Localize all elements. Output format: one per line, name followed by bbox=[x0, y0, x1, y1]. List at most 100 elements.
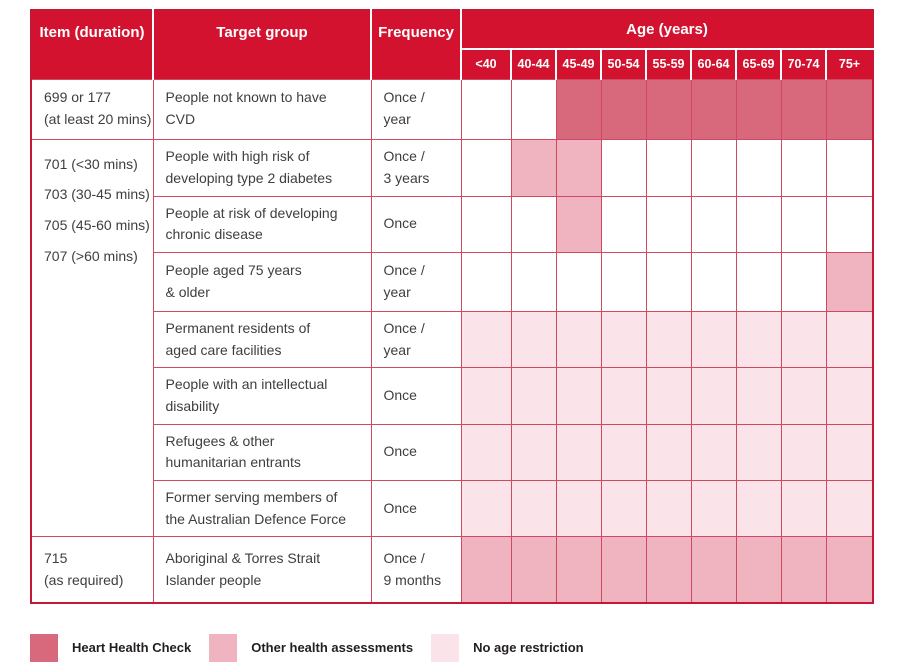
age-cell bbox=[555, 251, 602, 312]
age-col-70-74: 70-74 bbox=[781, 49, 827, 79]
table-row: People with an intellectual disability On… bbox=[31, 367, 874, 425]
age-cell bbox=[555, 423, 602, 482]
target-group-cell: People at risk of developing chronic dise… bbox=[152, 195, 372, 253]
age-cell bbox=[645, 423, 692, 482]
age-cell bbox=[645, 536, 692, 604]
age-cell bbox=[555, 195, 602, 253]
age-cell bbox=[600, 479, 647, 538]
age-cell bbox=[780, 423, 827, 482]
age-cell bbox=[645, 479, 692, 538]
table-row: Former serving members of the Australian … bbox=[31, 479, 874, 538]
legend-label: Heart Health Check bbox=[72, 640, 192, 656]
age-cell bbox=[780, 195, 827, 253]
age-cell bbox=[690, 479, 737, 538]
age-cell bbox=[825, 479, 874, 538]
age-cell bbox=[825, 310, 874, 369]
age-cell bbox=[825, 78, 874, 140]
age-cell bbox=[460, 367, 512, 425]
age-cell bbox=[735, 479, 782, 538]
target-group-cell: Former serving members of the Australian … bbox=[152, 479, 372, 538]
table-row: Refugees & other humanitarian entrants On… bbox=[31, 423, 874, 482]
item-cell: 699 or 177 (at least 20 mins) bbox=[30, 78, 154, 140]
age-cell bbox=[645, 251, 692, 312]
age-cell bbox=[510, 479, 557, 538]
other-health-assessments-swatch bbox=[209, 633, 238, 662]
age-cell bbox=[735, 367, 782, 425]
age-cell bbox=[600, 251, 647, 312]
age-cell bbox=[510, 251, 557, 312]
legend-label: Other health assessments bbox=[251, 640, 414, 656]
age-cell bbox=[735, 251, 782, 312]
target-group-cell: Refugees & other humanitarian entrants bbox=[152, 423, 372, 482]
target-group-cell: People with an intellectual disability bbox=[152, 367, 372, 425]
col-header-item: Item (duration) bbox=[31, 10, 154, 79]
age-cell bbox=[690, 310, 737, 369]
age-cell bbox=[460, 536, 512, 604]
age-col-75plus: 75+ bbox=[826, 49, 874, 79]
legend-item-other-health-assessments: Other health assessments bbox=[209, 633, 414, 662]
age-cell bbox=[510, 310, 557, 369]
age-cell bbox=[600, 367, 647, 425]
age-cell bbox=[690, 195, 737, 253]
frequency-cell: Once / year bbox=[370, 310, 462, 369]
age-cell bbox=[690, 78, 737, 140]
frequency-cell: Once /3 years bbox=[370, 138, 462, 197]
target-group-cell: Aboriginal & Torres Strait Islander peopl… bbox=[152, 536, 372, 604]
age-cell bbox=[780, 251, 827, 312]
table-row: Permanent residents of aged care faciliti… bbox=[31, 310, 874, 369]
table-row: 715 (as required) Aboriginal & Torres Str… bbox=[30, 536, 874, 604]
table-header: Item (duration) Target group Frequency A… bbox=[31, 10, 874, 79]
age-cell bbox=[510, 367, 557, 425]
frequency-cell: Once bbox=[370, 479, 462, 538]
target-group-cell: Permanent residents of aged care faciliti… bbox=[152, 310, 372, 369]
age-cell bbox=[510, 138, 557, 197]
age-cell bbox=[460, 479, 512, 538]
age-cell bbox=[460, 138, 512, 197]
target-group-cell: People with high risk of developing type … bbox=[152, 138, 372, 197]
age-cell bbox=[460, 78, 512, 140]
frequency-cell: Once / year bbox=[370, 78, 462, 140]
legend-item-heart-health-check: Heart Health Check bbox=[30, 633, 192, 662]
age-col-45-49: 45-49 bbox=[556, 49, 602, 79]
item-cell: 715 (as required) bbox=[30, 536, 154, 604]
age-cell bbox=[555, 367, 602, 425]
age-cell bbox=[825, 367, 874, 425]
age-cell bbox=[735, 423, 782, 482]
age-cell bbox=[460, 195, 512, 253]
age-cell bbox=[690, 251, 737, 312]
col-header-target-group: Target group bbox=[153, 10, 372, 79]
age-cell bbox=[645, 367, 692, 425]
frequency-cell: Once bbox=[370, 195, 462, 253]
target-group-cell: People aged 75 years & older bbox=[152, 251, 372, 312]
age-cell bbox=[510, 78, 557, 140]
age-cell bbox=[780, 536, 827, 604]
age-cell bbox=[645, 310, 692, 369]
frequency-cell: Once / year bbox=[370, 251, 462, 312]
age-cell bbox=[555, 310, 602, 369]
item-cell-merged: 701 (<30 mins) 703 (30-45 mins) 705 (45-60… bbox=[30, 138, 154, 538]
age-col-55-59: 55-59 bbox=[646, 49, 692, 79]
age-cell bbox=[510, 195, 557, 253]
age-cell bbox=[555, 78, 602, 140]
age-cell bbox=[600, 195, 647, 253]
frequency-cell: Once bbox=[370, 367, 462, 425]
age-cell bbox=[780, 367, 827, 425]
age-cell bbox=[825, 138, 874, 197]
table-row: People aged 75 years & older Once / year bbox=[31, 251, 874, 312]
age-cell bbox=[645, 78, 692, 140]
table-row: 699 or 177 (at least 20 mins) People not … bbox=[30, 78, 874, 140]
target-group-cell: People not known to have CVD bbox=[152, 78, 372, 140]
age-cell bbox=[690, 536, 737, 604]
heart-health-check-swatch bbox=[30, 633, 58, 662]
age-col-50-54: 50-54 bbox=[601, 49, 647, 79]
age-col-65-69: 65-69 bbox=[736, 49, 782, 79]
age-cell bbox=[510, 536, 557, 604]
age-cell bbox=[600, 78, 647, 140]
legend-item-no-age-restriction: No age restriction bbox=[431, 633, 584, 662]
age-cell bbox=[600, 536, 647, 604]
table-row: 701 (<30 mins) 703 (30-45 mins) 705 (45-60… bbox=[30, 138, 874, 538]
age-cell bbox=[825, 536, 874, 604]
frequency-cell: Once bbox=[370, 423, 462, 482]
age-cell bbox=[735, 78, 782, 140]
age-col-40-44: 40-44 bbox=[511, 49, 557, 79]
